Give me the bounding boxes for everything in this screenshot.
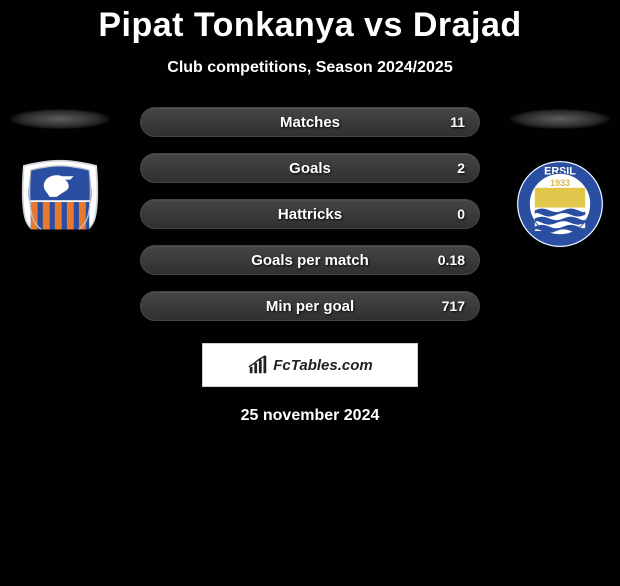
right-team-crest: ERSIL 1933 xyxy=(515,159,605,249)
stat-label: Goals xyxy=(289,160,331,177)
stat-row: Hattricks 0 xyxy=(140,199,480,229)
stat-label: Min per goal xyxy=(266,298,354,315)
right-player-block: ERSIL 1933 xyxy=(510,107,610,249)
page-title: Pipat Tonkanya vs Drajad xyxy=(0,6,620,45)
fctables-logo: FcTables.com xyxy=(247,354,372,376)
date-text: 25 november 2024 xyxy=(0,407,620,425)
stat-row: Matches 11 xyxy=(140,107,480,137)
stats-list: Matches 11 Goals 2 Hattricks 0 Goals per… xyxy=(140,107,480,321)
left-player-block xyxy=(10,107,110,245)
subtitle: Club competitions, Season 2024/2025 xyxy=(0,59,620,77)
player-shadow xyxy=(510,109,610,129)
stat-right-value: 2 xyxy=(457,160,465,176)
stat-label: Goals per match xyxy=(251,252,369,269)
crest-icon: ERSIL 1933 xyxy=(515,159,605,249)
player-shadow xyxy=(10,109,110,129)
stat-row: Min per goal 717 xyxy=(140,291,480,321)
stat-row: Goals per match 0.18 xyxy=(140,245,480,275)
stat-right-value: 717 xyxy=(442,298,465,314)
left-team-crest xyxy=(17,159,103,245)
crest-year: 1933 xyxy=(550,178,570,188)
crest-icon xyxy=(17,159,103,245)
stat-label: Matches xyxy=(280,114,340,131)
bar-chart-icon xyxy=(247,354,269,376)
fctables-text: FcTables.com xyxy=(273,357,372,374)
fctables-logo-box: FcTables.com xyxy=(202,343,418,387)
stat-right-value: 11 xyxy=(450,114,465,130)
stat-label: Hattricks xyxy=(278,206,342,223)
stat-right-value: 0.18 xyxy=(438,252,465,268)
stat-row: Goals 2 xyxy=(140,153,480,183)
stat-right-value: 0 xyxy=(457,206,465,222)
main-area: ERSIL 1933 Matches 11 Goals 2 xyxy=(0,107,620,425)
